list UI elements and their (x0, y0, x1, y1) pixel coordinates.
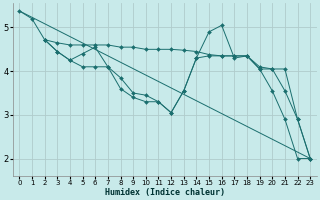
X-axis label: Humidex (Indice chaleur): Humidex (Indice chaleur) (105, 188, 225, 197)
